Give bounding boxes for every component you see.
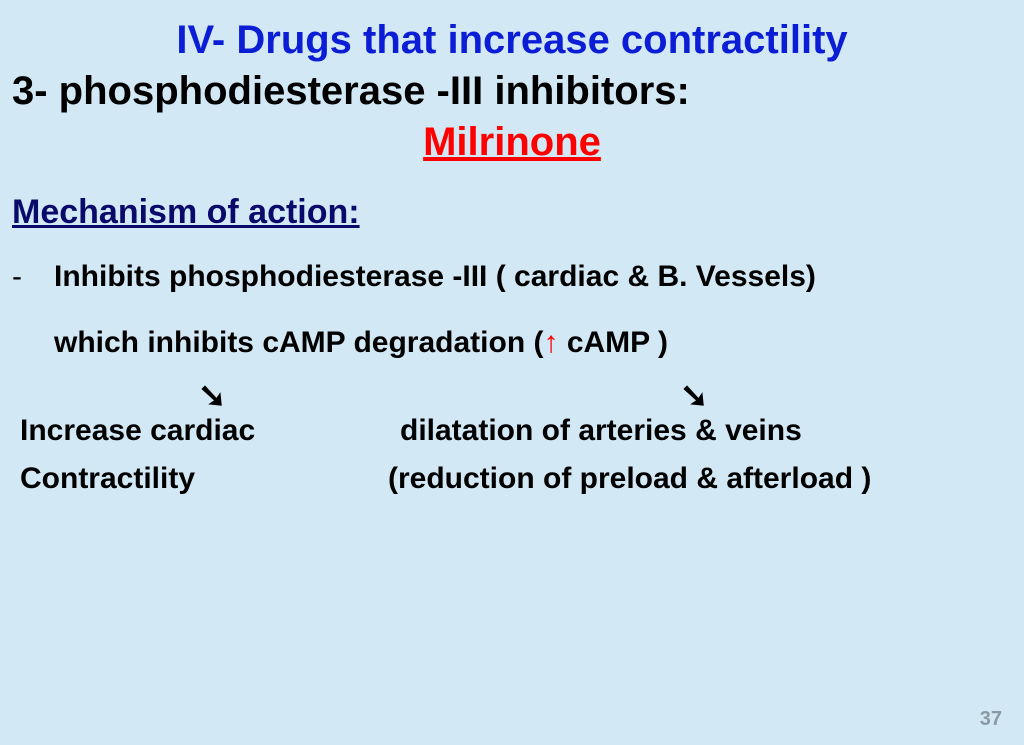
bullet-line-2: which inhibits cAMP degradation (↑ cAMP … bbox=[0, 294, 1024, 360]
drug-name: Milrinone bbox=[0, 114, 1024, 165]
effect-right-1: dilatation of arteries & veins bbox=[400, 414, 802, 448]
effect-left-1: Increase cardiac bbox=[20, 414, 255, 448]
bullet-line-1: Inhibits phosphodiesterase -III ( cardia… bbox=[54, 260, 816, 294]
bullet-dash: - bbox=[12, 260, 54, 294]
down-arrows-row: ➘ ➘ bbox=[0, 360, 1024, 404]
page-number: 37 bbox=[980, 708, 1002, 731]
effect-right-2: (reduction of preload & afterload ) bbox=[388, 462, 871, 496]
line2-prefix: which inhibits cAMP degradation ( bbox=[54, 326, 543, 359]
section-heading: Mechanism of action: bbox=[0, 165, 1024, 232]
line2-suffix: cAMP ) bbox=[558, 326, 667, 359]
effects-row-1: Increase cardiac dilatation of arteries … bbox=[0, 404, 1024, 454]
bullet-row: - Inhibits phosphodiesterase -III ( card… bbox=[0, 232, 1024, 294]
slide-title: IV- Drugs that increase contractility bbox=[0, 0, 1024, 63]
effects-row-2: Contractility (reduction of preload & af… bbox=[0, 454, 1024, 504]
effect-left-2: Contractility bbox=[20, 462, 195, 496]
slide-subtitle: 3- phosphodiesterase -III inhibitors: bbox=[0, 63, 1024, 114]
up-arrow-icon: ↑ bbox=[543, 326, 558, 359]
